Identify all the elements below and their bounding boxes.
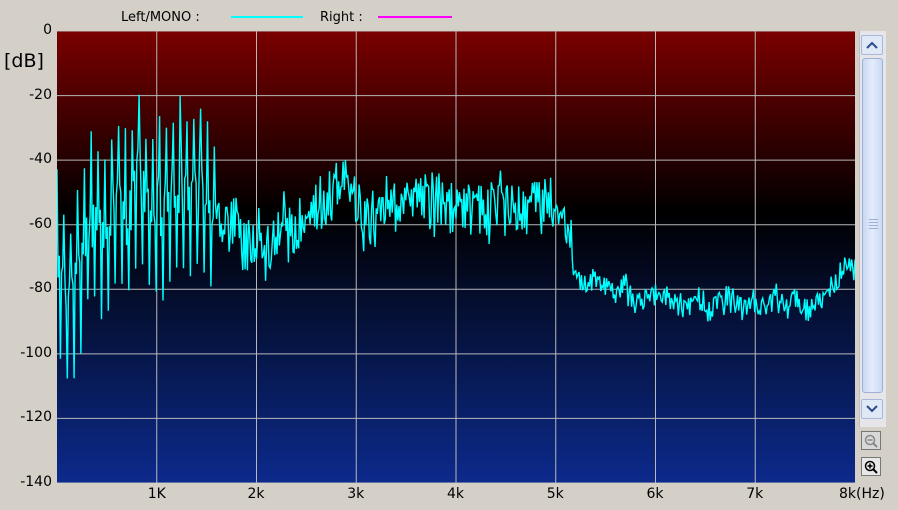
y-tick-label: -60 (29, 215, 52, 232)
y-axis-unit: [dB] (4, 50, 44, 72)
legend-right-label: Right : (320, 10, 363, 25)
legend-left-label: Left/MONO : (121, 10, 200, 25)
chevron-up-icon (866, 41, 878, 49)
zoom-out-button[interactable] (861, 431, 881, 450)
x-tick-label: 7k (746, 486, 764, 502)
y-tick-label: -120 (20, 409, 52, 426)
y-tick-label: -80 (29, 280, 52, 297)
y-tick-label: -140 (20, 474, 52, 490)
y-tick-label: -40 (29, 151, 52, 168)
grip-icon (869, 219, 878, 229)
x-tick-label: 6k (646, 486, 664, 502)
x-tick-label: 5k (546, 486, 564, 502)
legend-left-swatch (231, 16, 303, 18)
x-tick-label: 2k (247, 486, 265, 502)
y-tick-label: -100 (20, 344, 52, 361)
chevron-down-icon (866, 405, 878, 413)
scrollbar-thumb[interactable] (862, 58, 883, 393)
left-mono-trace (57, 94, 855, 379)
zoom-in-button[interactable] (861, 457, 881, 476)
x-tick-label: 8k(Hz) (839, 486, 885, 502)
spectrum-plot[interactable] (57, 31, 855, 483)
scroll-down-button[interactable] (861, 399, 883, 419)
legend-right-swatch (378, 16, 452, 18)
x-tick-label: 4k (447, 486, 465, 502)
vertical-scrollbar[interactable] (859, 31, 886, 427)
zoom-out-icon (864, 434, 878, 448)
scroll-up-button[interactable] (861, 35, 883, 55)
x-tick-label: 3k (347, 486, 365, 502)
y-tick-label: -20 (29, 86, 52, 103)
x-tick-label: 1K (147, 486, 166, 502)
zoom-in-icon (864, 460, 878, 474)
y-tick-label: 0 (43, 22, 52, 38)
